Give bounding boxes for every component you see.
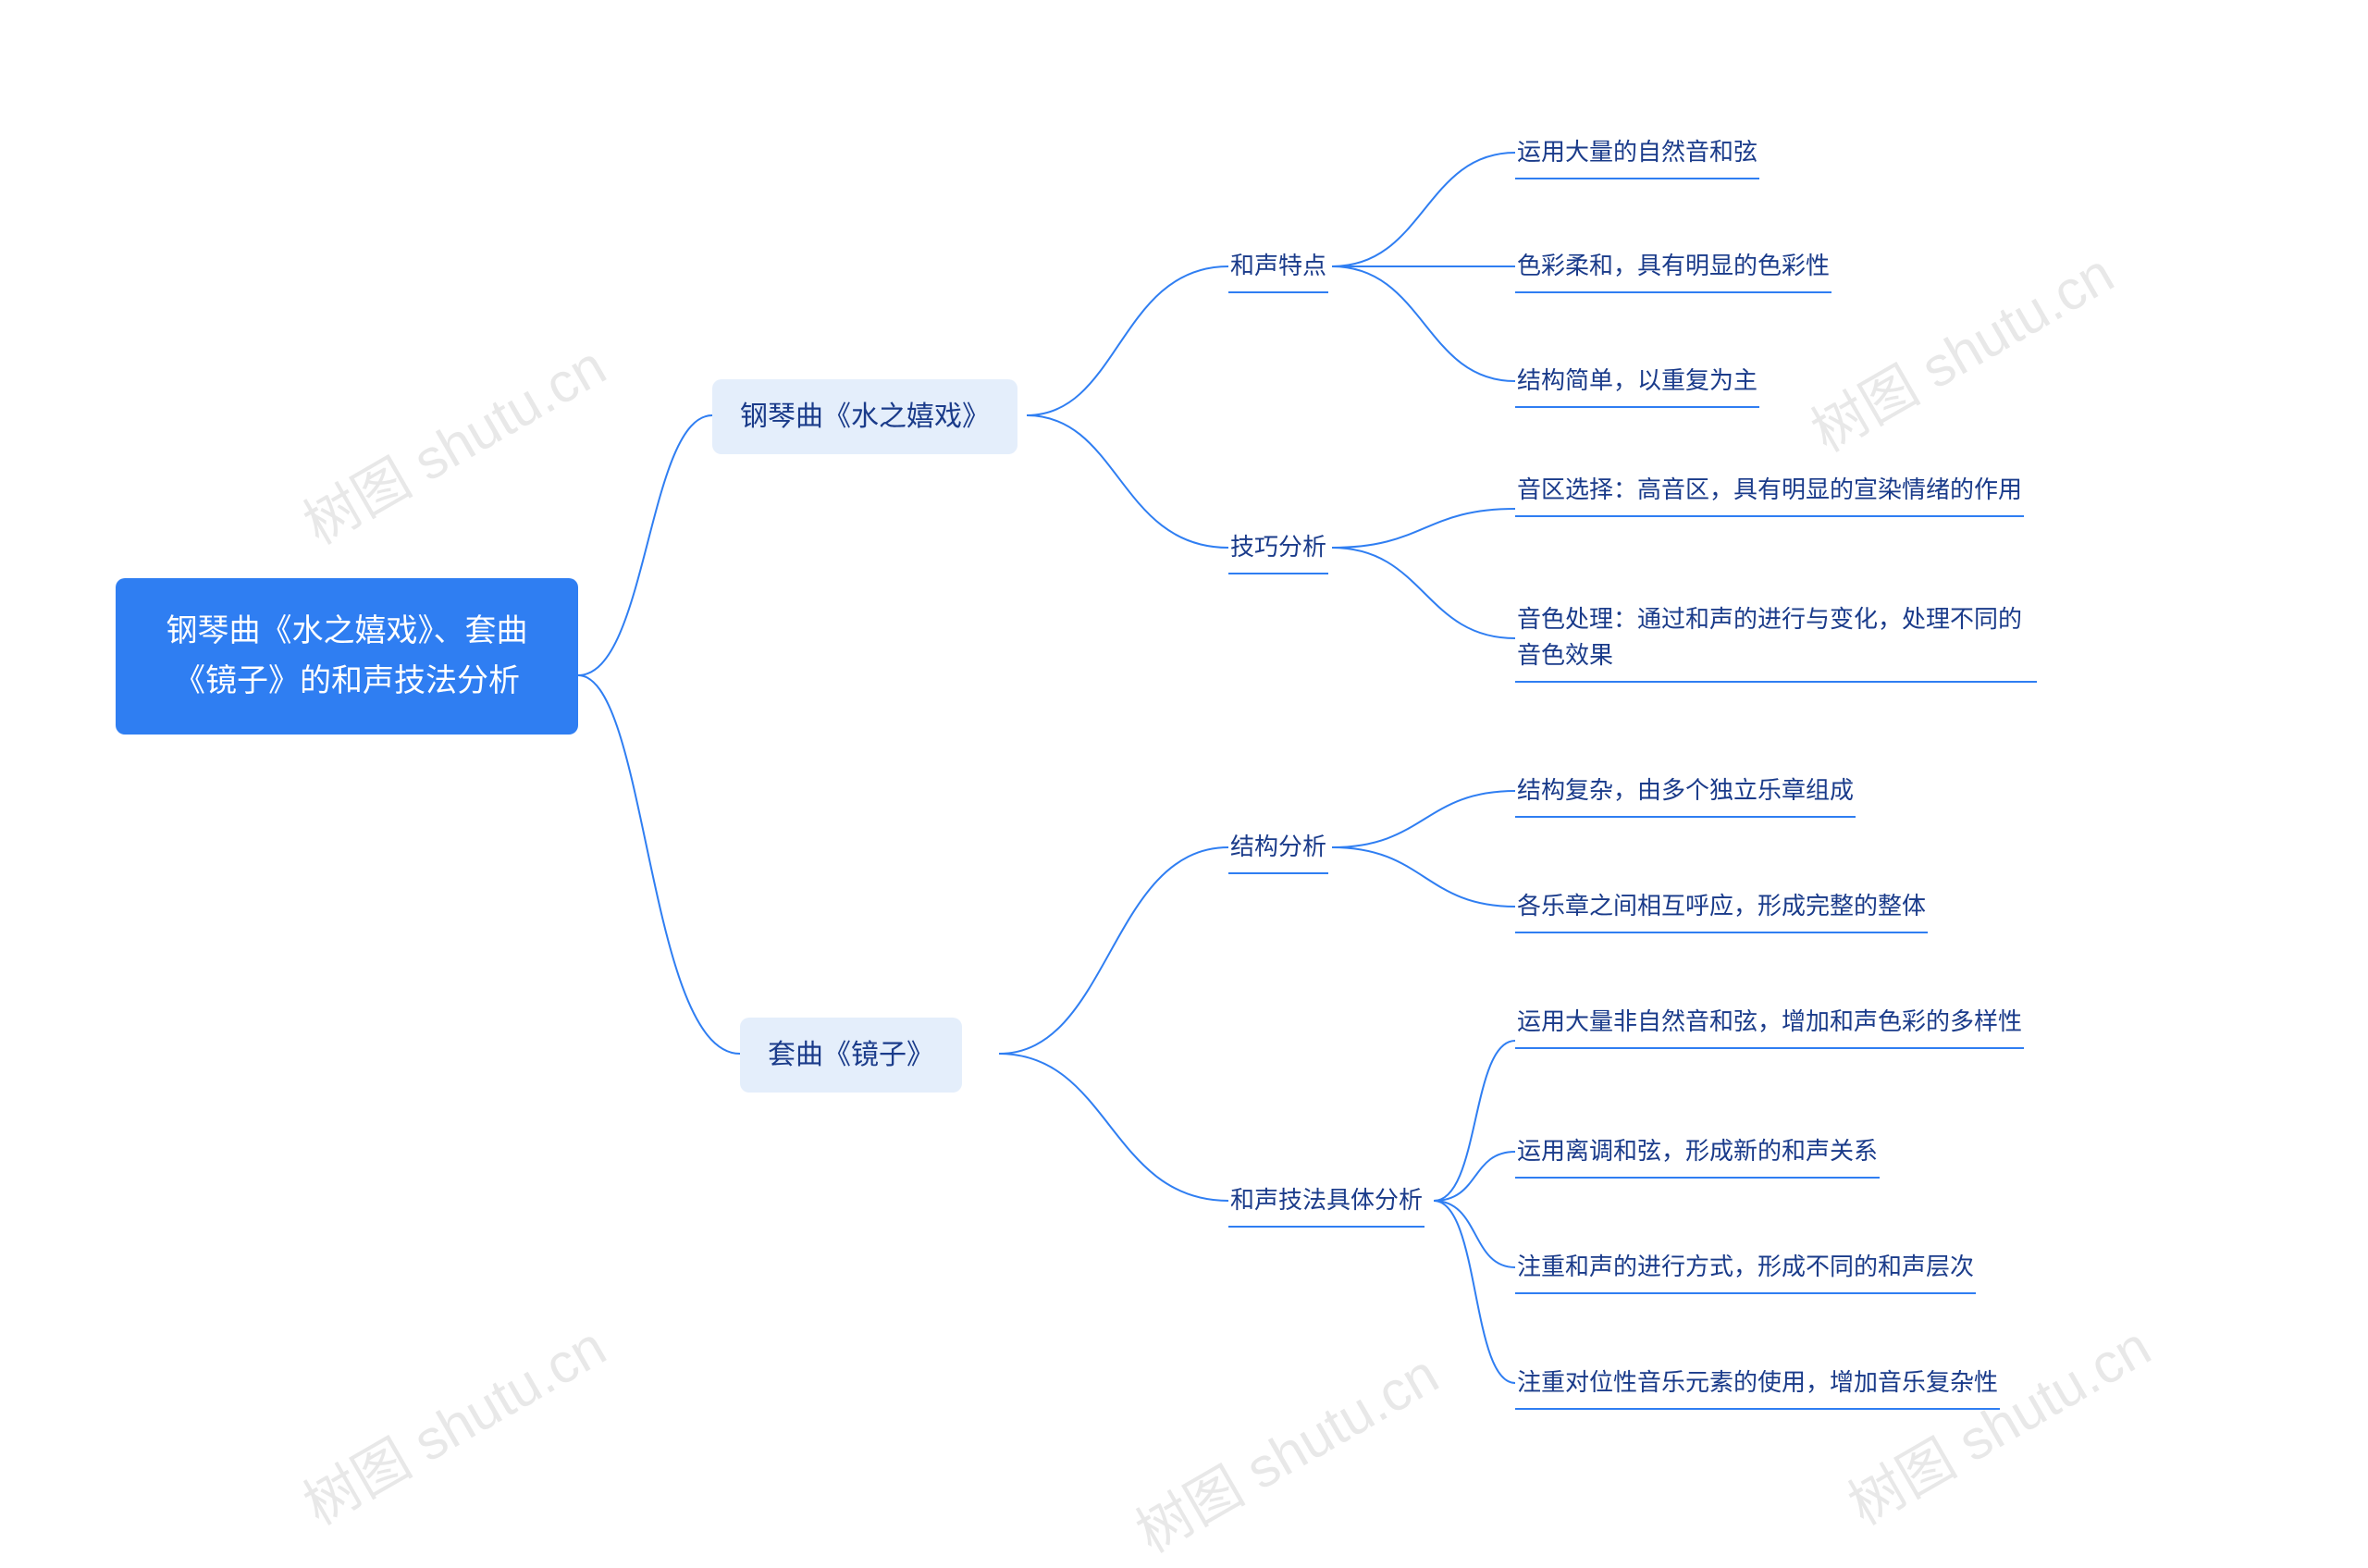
watermark: 树图 shutu.cn <box>287 1303 618 1540</box>
leaf-label: 色彩柔和，具有明显的色彩性 <box>1517 252 1830 279</box>
watermark: 树图 shutu.cn <box>1832 1303 2163 1540</box>
watermark: 树图 shutu.cn <box>1119 1330 1450 1568</box>
leaf-node[interactable]: 结构复杂，由多个独立乐章组成 <box>1517 772 1854 809</box>
branch-label: 钢琴曲《水之嬉戏》 <box>740 401 990 432</box>
subbranch-label: 和声特点 <box>1230 252 1326 279</box>
leaf-label: 音区选择：高音区，具有明显的宣染情绪的作用 <box>1517 475 2022 503</box>
branch-label: 套曲《镜子》 <box>768 1040 934 1070</box>
root-node[interactable]: 钢琴曲《水之嬉戏》、套曲《镜子》的和声技法分析 <box>116 578 578 735</box>
leaf-label: 运用大量的自然音和弦 <box>1517 138 1758 166</box>
leaf-label: 各乐章之间相互呼应，形成完整的整体 <box>1517 892 1926 920</box>
leaf-node[interactable]: 运用离调和弦，形成新的和声关系 <box>1517 1133 1878 1169</box>
branch-node-piece1[interactable]: 钢琴曲《水之嬉戏》 <box>712 379 1018 454</box>
leaf-label: 注重和声的进行方式，形成不同的和声层次 <box>1517 1253 1974 1280</box>
subbranch-label: 技巧分析 <box>1230 533 1326 561</box>
leaf-node[interactable]: 色彩柔和，具有明显的色彩性 <box>1517 248 1830 284</box>
leaf-label: 运用离调和弦，形成新的和声关系 <box>1517 1137 1878 1165</box>
root-label: 钢琴曲《水之嬉戏》、套曲《镜子》的和声技法分析 <box>166 613 528 698</box>
leaf-node[interactable]: 运用大量非自然音和弦，增加和声色彩的多样性 <box>1517 1004 2022 1040</box>
watermark: 树图 shutu.cn <box>1794 229 2126 467</box>
watermark: 树图 shutu.cn <box>287 322 618 560</box>
subbranch-node[interactable]: 技巧分析 <box>1230 529 1326 565</box>
leaf-node[interactable]: 各乐章之间相互呼应，形成完整的整体 <box>1517 888 1926 924</box>
subbranch-node[interactable]: 结构分析 <box>1230 829 1326 865</box>
leaf-label: 注重对位性音乐元素的使用，增加音乐复杂性 <box>1517 1368 1998 1396</box>
leaf-node[interactable]: 音色处理：通过和声的进行与变化，处理不同的音色效果 <box>1517 601 2035 673</box>
subbranch-label: 结构分析 <box>1230 833 1326 860</box>
leaf-node[interactable]: 注重对位性音乐元素的使用，增加音乐复杂性 <box>1517 1364 1998 1401</box>
leaf-node[interactable]: 运用大量的自然音和弦 <box>1517 134 1758 170</box>
subbranch-node[interactable]: 和声特点 <box>1230 248 1326 284</box>
connectors <box>0 0 2368 1562</box>
branch-node-piece2[interactable]: 套曲《镜子》 <box>740 1018 962 1093</box>
subbranch-label: 和声技法具体分析 <box>1230 1186 1423 1214</box>
leaf-label: 结构复杂，由多个独立乐章组成 <box>1517 776 1854 804</box>
subbranch-node[interactable]: 和声技法具体分析 <box>1230 1182 1423 1218</box>
leaf-label: 运用大量非自然音和弦，增加和声色彩的多样性 <box>1517 1007 2022 1035</box>
leaf-label: 结构简单，以重复为主 <box>1517 366 1758 394</box>
leaf-node[interactable]: 音区选择：高音区，具有明显的宣染情绪的作用 <box>1517 472 2022 508</box>
mindmap-canvas: 钢琴曲《水之嬉戏》、套曲《镜子》的和声技法分析 钢琴曲《水之嬉戏》 套曲《镜子》… <box>0 0 2368 1562</box>
leaf-node[interactable]: 结构简单，以重复为主 <box>1517 363 1758 399</box>
leaf-node[interactable]: 注重和声的进行方式，形成不同的和声层次 <box>1517 1249 1974 1285</box>
leaf-label: 音色处理：通过和声的进行与变化，处理不同的音色效果 <box>1517 605 2022 669</box>
